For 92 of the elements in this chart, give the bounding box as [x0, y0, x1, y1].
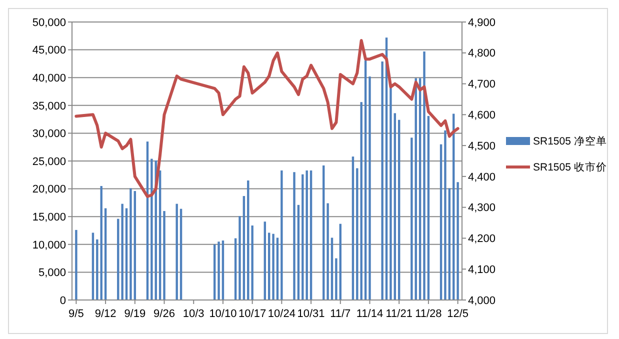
bar — [96, 239, 98, 300]
bar — [444, 130, 446, 300]
line-series — [74, 39, 460, 198]
y-tick-label: 0 — [60, 294, 66, 307]
y-tick-label: 40,000 — [32, 72, 66, 84]
bar — [302, 174, 304, 300]
x-tick-label: 11/7 — [330, 308, 351, 320]
y-tick-label: 5,000 — [38, 267, 66, 280]
bar — [390, 87, 392, 300]
bar — [234, 238, 237, 300]
bar — [92, 232, 94, 300]
bar — [394, 113, 396, 300]
y2-tick-label: 4,800 — [468, 48, 496, 60]
x-tick-label: 11/21 — [386, 308, 412, 320]
x-tick-label: 9/19 — [124, 308, 146, 320]
bar — [427, 116, 430, 300]
x-tick-label: 10/17 — [238, 308, 266, 320]
bar — [310, 170, 312, 300]
y-tick-label: 50,000 — [32, 16, 66, 29]
y2-tick-label: 4,200 — [468, 233, 496, 246]
bar — [213, 244, 216, 300]
bar — [247, 180, 250, 300]
bar — [360, 102, 362, 300]
y2-tick-label: 4,000 — [468, 294, 496, 307]
bar — [448, 188, 451, 300]
bar — [326, 203, 329, 300]
bar — [222, 240, 224, 300]
y-tick-label: 10,000 — [32, 239, 66, 252]
bar — [242, 196, 246, 300]
bar — [150, 158, 153, 300]
x-tick-label: 9/5 — [68, 308, 84, 320]
y2-tick-label: 4,600 — [468, 110, 496, 122]
bar — [176, 204, 178, 300]
y2-tick-label: 4,900 — [468, 16, 496, 29]
x-tick-label: 11/14 — [356, 308, 384, 320]
y2-tick-label: 4,700 — [468, 78, 496, 91]
y-tick-label: 30,000 — [32, 128, 66, 140]
bar — [75, 230, 78, 300]
x-tick-label: 9/12 — [94, 308, 116, 320]
bar — [423, 51, 426, 300]
bar — [398, 120, 400, 300]
bar — [100, 186, 102, 300]
bar — [272, 234, 274, 300]
bar — [297, 204, 300, 300]
y-tick-label: 15,000 — [32, 211, 66, 224]
bar — [117, 218, 120, 300]
y2-tick-label: 4,300 — [468, 202, 496, 214]
x-tick-label: 10/24 — [268, 308, 296, 320]
bar — [280, 170, 283, 300]
bar — [125, 208, 128, 300]
y-tick-label: 45,000 — [32, 44, 66, 57]
legend-label: SR1505 净空单 — [533, 134, 607, 148]
y-tick-label: 35,000 — [32, 100, 66, 112]
x-tick-label: 10/31 — [297, 308, 325, 320]
bar — [104, 208, 107, 300]
y2-tick-label: 4,100 — [468, 264, 496, 276]
x-tick-label: 11/28 — [415, 308, 442, 320]
bar — [218, 242, 220, 300]
y2-tick-label: 4,400 — [468, 171, 496, 184]
y-tick-label: 20,000 — [32, 184, 66, 196]
bar — [364, 60, 367, 300]
x-tick-label: 12/5 — [447, 308, 469, 320]
bar — [330, 238, 334, 300]
x-tick-label: 9/26 — [154, 308, 175, 320]
bar — [158, 170, 162, 300]
bar — [264, 222, 266, 300]
x-tick-label: 10/3 — [182, 308, 204, 320]
bar — [339, 224, 342, 300]
bar — [130, 188, 132, 300]
bar — [356, 168, 358, 300]
bar — [134, 191, 136, 300]
bar — [121, 204, 124, 300]
bar — [368, 76, 371, 300]
bar — [268, 232, 270, 300]
bar — [322, 165, 325, 300]
bar — [180, 208, 182, 300]
x-tick-label: 10/10 — [209, 308, 237, 320]
bar — [352, 156, 354, 300]
bar — [306, 170, 308, 300]
y-tick-label: 25,000 — [32, 156, 66, 168]
y2-tick-label: 4,500 — [468, 140, 496, 152]
bar — [276, 238, 279, 300]
bar — [410, 138, 413, 300]
legend-label: SR1505 收市价 — [533, 160, 607, 174]
bar — [293, 172, 296, 300]
bar — [456, 182, 459, 300]
bar — [335, 258, 338, 300]
bar — [440, 144, 442, 300]
bar — [381, 61, 384, 300]
bar — [251, 225, 254, 300]
bar — [163, 211, 166, 300]
bar — [238, 216, 241, 300]
